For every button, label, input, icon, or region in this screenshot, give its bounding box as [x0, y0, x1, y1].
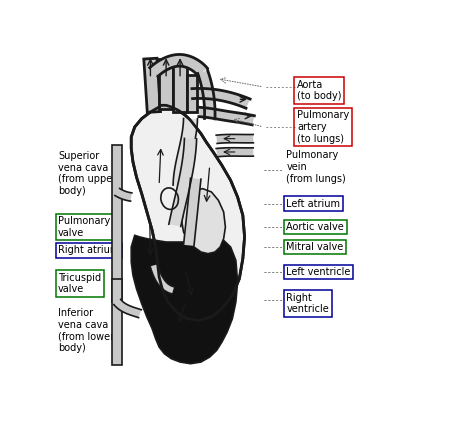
Polygon shape — [192, 88, 250, 108]
Polygon shape — [198, 71, 215, 119]
Polygon shape — [131, 105, 245, 320]
Text: Inferior
vena cava
(from lower
body): Inferior vena cava (from lower body) — [58, 308, 114, 353]
Text: Pulmonary
vein
(from lungs): Pulmonary vein (from lungs) — [287, 150, 346, 184]
Text: Superior
vena cava
(from upper
body): Superior vena cava (from upper body) — [58, 151, 116, 196]
Polygon shape — [150, 55, 207, 76]
Polygon shape — [159, 58, 173, 109]
Text: Mitral valve: Mitral valve — [287, 242, 344, 252]
Text: Aortic valve: Aortic valve — [287, 222, 344, 232]
Polygon shape — [114, 300, 141, 318]
Polygon shape — [184, 178, 201, 246]
Text: Aorta
(to body): Aorta (to body) — [297, 80, 342, 101]
Polygon shape — [144, 58, 161, 113]
Text: Right
ventricle: Right ventricle — [287, 293, 329, 314]
Text: Left ventricle: Left ventricle — [287, 267, 351, 277]
Polygon shape — [112, 279, 122, 365]
Polygon shape — [169, 139, 197, 226]
Text: Left atrium: Left atrium — [287, 199, 341, 209]
Polygon shape — [182, 189, 225, 254]
Polygon shape — [150, 265, 174, 294]
Polygon shape — [187, 75, 198, 112]
Polygon shape — [199, 107, 254, 125]
Text: Right atrium: Right atrium — [58, 246, 119, 255]
Polygon shape — [173, 119, 198, 185]
Polygon shape — [216, 134, 253, 143]
Polygon shape — [216, 148, 253, 157]
Text: Tricuspid
valve: Tricuspid valve — [58, 273, 101, 294]
Polygon shape — [173, 58, 187, 112]
Text: Pulmonary
artery
(to lungs): Pulmonary artery (to lungs) — [297, 110, 349, 144]
Polygon shape — [112, 145, 122, 302]
Polygon shape — [131, 236, 238, 364]
Polygon shape — [115, 188, 132, 201]
Text: Pulmonary
valve: Pulmonary valve — [58, 216, 110, 238]
